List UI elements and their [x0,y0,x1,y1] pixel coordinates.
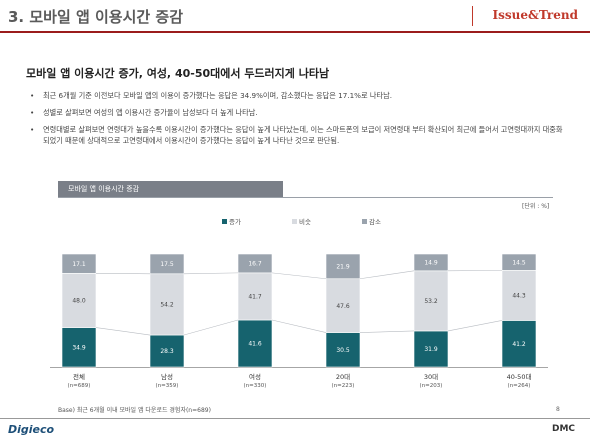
connector-line [183,272,239,275]
category-label: 전체 [73,372,85,381]
category-label: 남성 [161,372,173,381]
category-n-label: (n=689) [68,383,91,389]
data-label: 41.6 [248,341,262,348]
bar-segment [61,253,97,274]
category-n-label: (n=223) [332,383,355,389]
legend-label: 비슷 [299,217,311,226]
category-n-label: (n=203) [420,383,443,389]
bullet-item: 최근 6개월 기준 이전보다 모바일 앱의 이용이 증가했다는 응답은 34.9… [30,90,565,101]
bar-segment [61,327,97,368]
bar-segment [413,270,449,332]
data-label: 54.2 [160,302,174,309]
unit-label: [단위 : %] [522,203,550,210]
bar-segment [149,253,185,275]
connector-line [359,270,415,280]
bar-segment [237,272,273,321]
connector-line [271,272,327,280]
bar-segment [501,270,537,321]
bar-segment [149,273,185,336]
data-label: 16.7 [248,261,262,268]
digieco-logo: Digieco [8,423,55,436]
connector-line [183,319,239,336]
connector-line [447,320,503,332]
page-title: 3. 모바일 앱 이용시간 증감 [8,8,184,26]
brand-divider [472,6,473,26]
header: 3. 모바일 앱 이용시간 증감 Issue&Trend [0,0,590,30]
data-label: 17.5 [160,261,174,268]
bar-segment [413,330,449,368]
category-n-label: (n=264) [508,383,531,389]
header-rule [0,31,590,33]
chart-title-tab: 모바일 앱 이용시간 증감 [58,181,283,197]
bar-segment [413,253,449,272]
legend-swatch [292,219,297,224]
bar-segment [61,273,97,328]
data-label: 30.5 [336,347,350,354]
connector-line [271,319,327,333]
data-label: 44.3 [512,293,526,300]
data-label: 53.2 [424,298,438,305]
data-label: 31.9 [424,346,438,353]
headline: 모바일 앱 이용시간 증가, 여성, 40-50대에서 두드러지게 나타남 [26,67,330,80]
data-label: 41.7 [248,294,262,301]
connector-line [95,327,151,336]
bullet-item: 연령대별로 살펴보면 연령대가 높을수록 이용시간이 증가했다는 응답이 높게 … [30,124,565,146]
category-n-label: (n=330) [244,383,267,389]
data-label: 48.0 [72,298,86,305]
category-label: 20대 [336,373,350,381]
bar-segment [325,278,361,333]
bar-segment [325,332,361,368]
data-label: 17.1 [72,261,86,268]
legend-label: 감소 [369,218,381,226]
connector-line [359,330,415,333]
bullet-list: 최근 6개월 기준 이전보다 모바일 앱의 이용이 증가했다는 응답은 34.9… [30,90,565,152]
data-label: 21.9 [336,264,350,271]
brand-logo: Issue&Trend [492,8,578,22]
category-label: 여성 [249,372,261,381]
category-n-label: (n=359) [156,383,179,389]
chart-rule [58,197,553,198]
bar-segment [325,253,361,280]
data-label: 41.2 [512,341,526,348]
legend-swatch [222,219,227,224]
data-label: 14.5 [512,259,526,266]
bullet-item: 성별로 살펴보면 여성의 앱 이용시간 증가율이 남성보다 더 높게 나타남. [30,107,565,118]
category-label: 40-50대 [507,373,532,381]
bar-segment [501,320,537,368]
dmc-logo: DMC [552,424,576,434]
category-label: 30대 [424,373,438,381]
legend-label: 증가 [229,217,241,226]
data-label: 47.6 [336,303,350,310]
legend-swatch [362,219,367,224]
page-number: 8 [556,406,560,413]
bar-segment [237,319,273,368]
data-label: 14.9 [424,260,438,267]
footer-rule [0,418,590,419]
data-label: 34.9 [72,344,86,351]
bar-segment [237,253,273,274]
bar-segment [501,253,537,271]
footnote: Base) 최근 6개월 이내 모바일 앱 다운로드 경험자(n=689) [58,407,211,414]
stacked-bar-chart: 증가 비슷 감소 34.9 48.0 17.1 전체 (n=689) 28.3 54.2 17.5 남… [50,217,548,389]
data-label: 28.3 [160,348,174,355]
